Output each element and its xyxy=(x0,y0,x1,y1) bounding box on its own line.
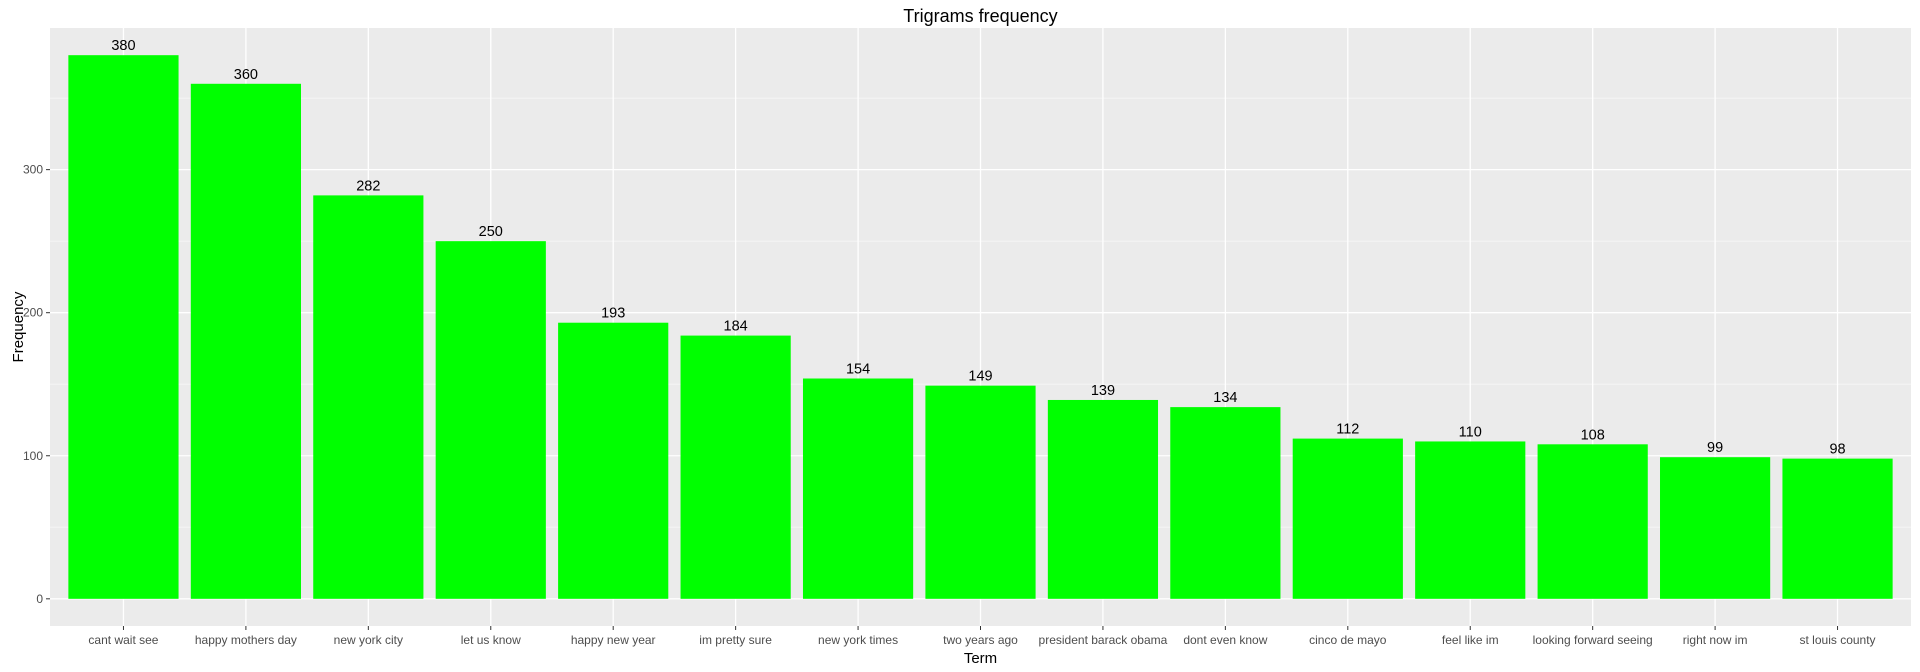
data-label: 112 xyxy=(1336,422,1359,438)
data-label: 154 xyxy=(846,362,870,378)
data-label: 108 xyxy=(1581,427,1605,443)
bar xyxy=(313,195,424,599)
x-tick-label: st louis county xyxy=(1800,633,1876,647)
bar xyxy=(1170,407,1281,599)
bar xyxy=(68,55,179,599)
data-label: 282 xyxy=(356,178,380,194)
x-tick-label: two years ago xyxy=(943,633,1018,647)
x-tick-label: president barack obama xyxy=(1039,633,1168,647)
data-labels: 380 360 282 250 193 184 154 149 139 134 112 110 108 9… xyxy=(111,38,1845,457)
y-axis: 0 100 200 300 xyxy=(23,163,50,606)
bar xyxy=(1782,458,1893,599)
x-axis: cant wait see happy mothers day new york c… xyxy=(88,626,1876,647)
y-tick-label: 0 xyxy=(36,592,43,606)
bar xyxy=(802,378,914,599)
data-label: 360 xyxy=(234,67,258,83)
bar xyxy=(1047,399,1159,599)
data-label: 149 xyxy=(968,369,992,385)
data-label: 139 xyxy=(1091,383,1115,399)
bar xyxy=(558,322,669,599)
bar xyxy=(1292,438,1403,599)
data-label: 250 xyxy=(479,224,503,240)
bar xyxy=(435,241,546,599)
y-tick-label: 100 xyxy=(23,449,43,463)
data-label: 193 xyxy=(601,306,625,322)
x-tick-label: right now im xyxy=(1683,633,1748,647)
data-label: 134 xyxy=(1213,390,1237,406)
x-tick-label: dont even know xyxy=(1183,633,1267,647)
x-tick-label: let us know xyxy=(461,633,521,647)
x-tick-label: im pretty sure xyxy=(699,633,772,647)
x-tick-label: cinco de mayo xyxy=(1309,633,1387,647)
x-tick-label: new york city xyxy=(334,633,403,647)
data-label: 184 xyxy=(724,319,748,335)
bar-series xyxy=(68,55,1893,599)
data-label: 99 xyxy=(1707,440,1723,456)
bar xyxy=(190,83,301,599)
x-tick-label: looking forward seeing xyxy=(1533,633,1653,647)
x-axis-title: Term xyxy=(964,650,997,667)
y-tick-label: 300 xyxy=(23,163,43,177)
data-label: 98 xyxy=(1829,442,1845,458)
bar xyxy=(925,385,1036,599)
y-axis-title: Frequency xyxy=(10,291,27,362)
x-tick-label: feel like im xyxy=(1442,633,1499,647)
data-label: 110 xyxy=(1459,424,1482,440)
y-tick-label: 200 xyxy=(23,306,43,320)
x-tick-label: cant wait see xyxy=(88,633,158,647)
bar xyxy=(1660,457,1771,599)
bar xyxy=(680,335,791,599)
x-tick-label: happy mothers day xyxy=(195,633,297,647)
bar xyxy=(1537,444,1648,599)
x-tick-label: new york times xyxy=(818,633,898,647)
chart-title: Trigrams frequency xyxy=(903,6,1057,26)
bar xyxy=(1415,441,1526,599)
data-label: 380 xyxy=(111,38,135,54)
x-tick-label: happy new year xyxy=(571,633,656,647)
